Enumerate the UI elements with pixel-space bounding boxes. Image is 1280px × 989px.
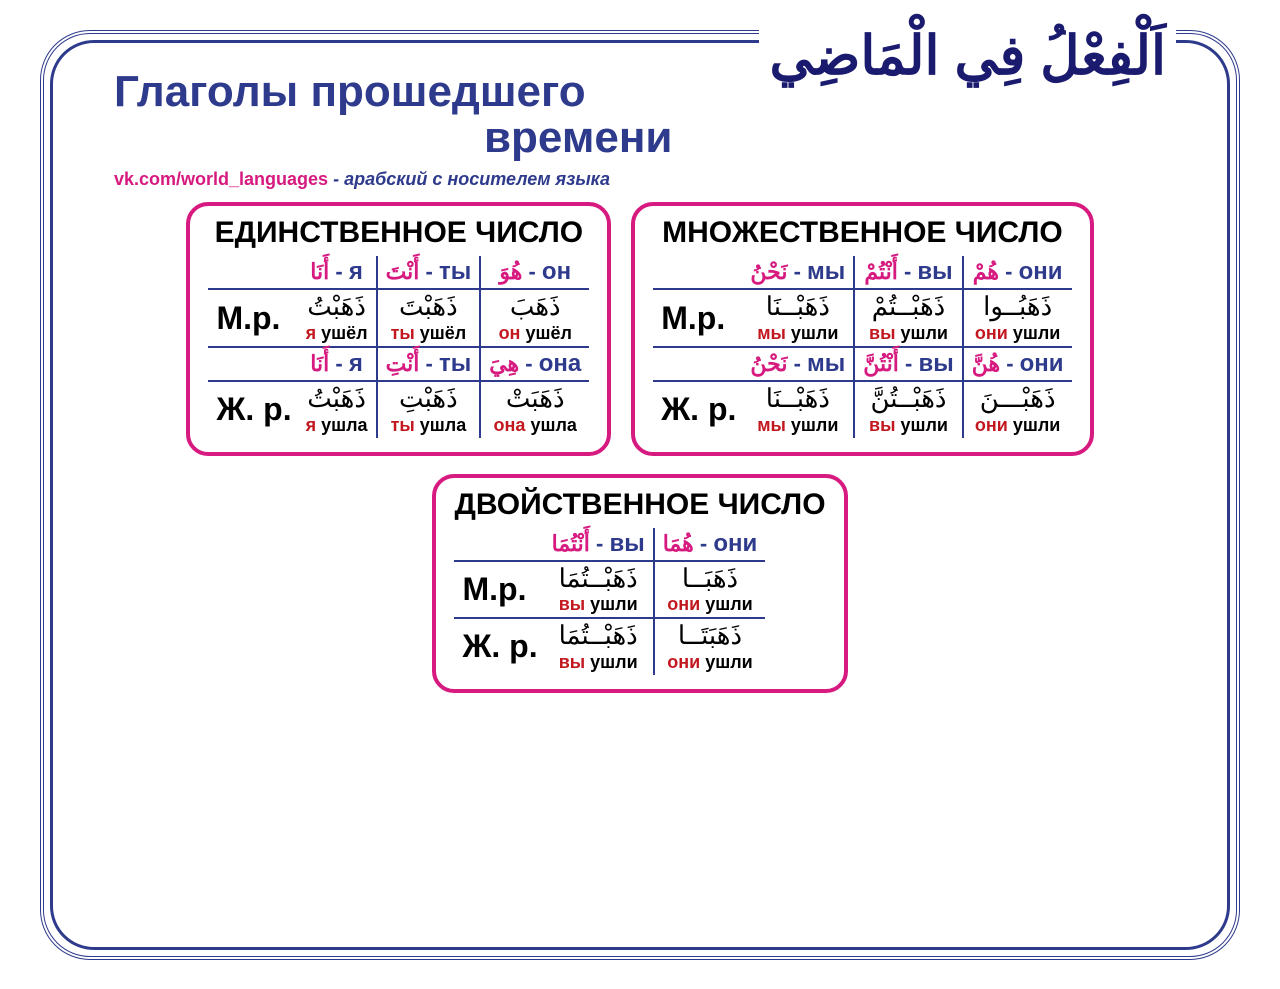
gender-m-label: М.р. [208,289,297,347]
outer-frame: اَلْفِعْلُ فِي الْمَاضِي Глаголы прошедш… [40,30,1240,960]
cell: ذَهَبَон ушёл [489,292,581,344]
arabic-title: اَلْفِعْلُ فِي الْمَاضِي [759,24,1176,87]
title-line2: времени [484,115,1206,161]
panel-dual: ДВОЙСТВЕННОЕ ЧИСЛО أَنْتُمَا - вы هُمَا … [432,474,847,693]
cell: ذَهَبْتَты ушёл [386,292,472,344]
cell: ذَهَبْتِты ушла [386,384,472,436]
pron-ru: он [542,258,571,285]
cell: ذَهَبْتُя ушёл [306,292,368,344]
cell: ذَهَبَتْона ушла [489,384,581,436]
pron-ru: ты [439,258,471,285]
panel-singular: ЕДИНСТВЕННОЕ ЧИСЛО أَنَا - я أَنْتَ - ты… [186,202,611,455]
table-dual: أَنْتُمَا - вы هُمَا - они М.р. ذَهَبْــ… [454,528,765,675]
subtitle: vk.com/world_languages - арабский с носи… [114,169,1206,190]
source-desc: - арабский с носителем языка [328,169,610,189]
gender-f-label: Ж. р. [208,381,297,438]
cell: ذَهَبْتُя ушла [306,384,368,436]
top-panels-row: ЕДИНСТВЕННОЕ ЧИСЛО أَنَا - я أَنْتَ - ты… [74,202,1206,455]
pron-ar: أَنَا [310,259,329,284]
table-singular: أَنَا - я أَنْتَ - ты هُوَ - он М.р. ذَه… [208,256,589,437]
panel-singular-title: ЕДИНСТВЕННОЕ ЧИСЛО [208,216,589,250]
panel-plural: МНОЖЕСТВЕННОЕ ЧИСЛО نَحْنُ - мы أَنْتُمْ… [631,202,1093,455]
source-link[interactable]: vk.com/world_languages [114,169,328,189]
pron-ar: أَنْتَ [386,259,420,284]
dual-row: ДВОЙСТВЕННОЕ ЧИСЛО أَنْتُمَا - вы هُمَا … [74,474,1206,693]
panel-dual-title: ДВОЙСТВЕННОЕ ЧИСЛО [454,488,825,522]
table-plural: نَحْنُ - мы أَنْتُمْ - вы هُمْ - они М.р… [653,256,1071,437]
pron-ar: هُوَ [499,259,522,284]
panel-plural-title: МНОЖЕСТВЕННОЕ ЧИСЛО [653,216,1071,250]
pron-ru: я [349,258,363,285]
